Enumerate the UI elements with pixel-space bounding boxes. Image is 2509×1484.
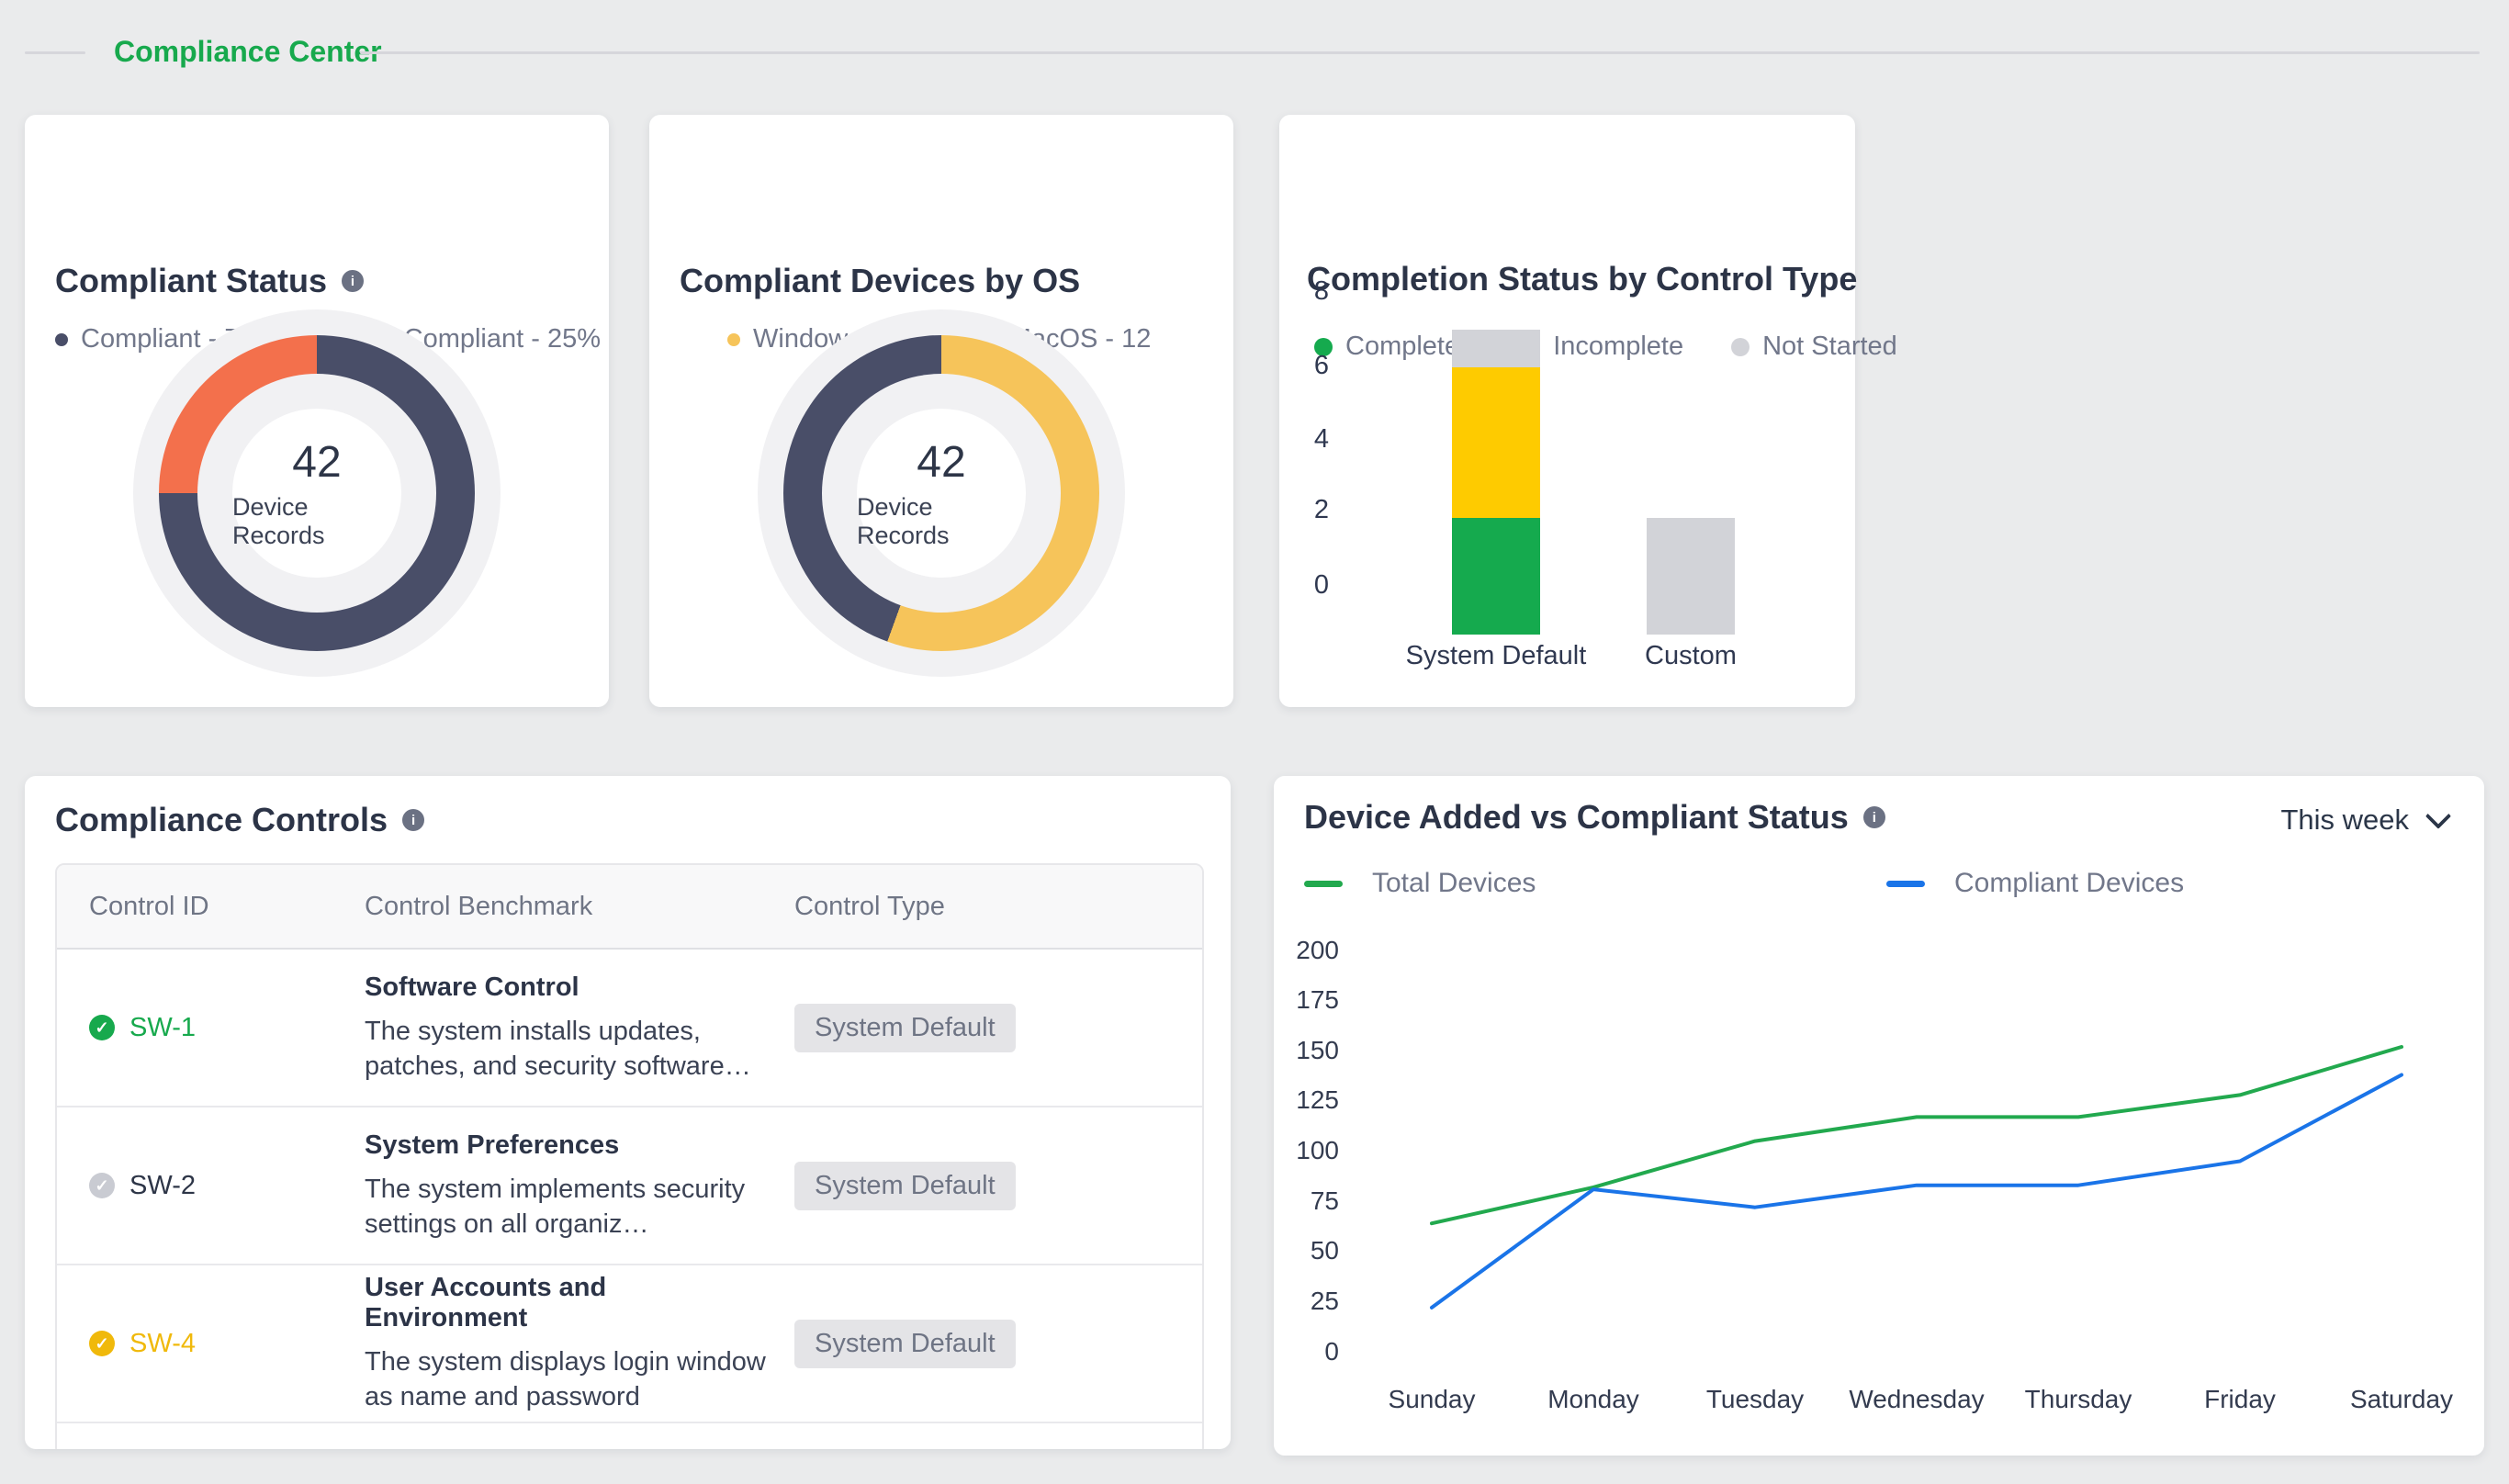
devices-by-os-title: Compliant Devices by OS bbox=[680, 262, 1081, 299]
device-records-caption: Device Records bbox=[857, 492, 950, 549]
compliance-controls-card: Compliance Controls i Control ID Control… bbox=[25, 776, 1231, 1449]
status-check-icon: ✓ bbox=[89, 1173, 115, 1198]
info-icon[interactable]: i bbox=[1862, 806, 1885, 828]
legend-item-not-started[interactable]: Not Started bbox=[1731, 332, 1897, 362]
benchmark-title: User Accounts and Environment bbox=[365, 1273, 607, 1332]
bar-segment bbox=[1452, 330, 1540, 367]
compliance-controls-title: Compliance Controls bbox=[55, 801, 388, 838]
device-added-title: Device Added vs Compliant Status bbox=[1304, 798, 1849, 836]
legend-item-incomplete[interactable]: Incomplete bbox=[1522, 332, 1683, 362]
x-tick: Monday bbox=[1547, 1385, 1639, 1413]
page-title: Compliance Center bbox=[114, 35, 382, 68]
benchmark-description: The system displays login window as name… bbox=[365, 1347, 766, 1411]
legend-item-total-devices[interactable]: Total Devices bbox=[1304, 868, 1536, 899]
time-range-selector[interactable]: This week bbox=[2280, 803, 2452, 837]
bar-segment bbox=[1452, 518, 1540, 635]
bar-custom bbox=[1647, 518, 1735, 635]
device-added-card: Device Added vs Compliant Status i This … bbox=[1274, 776, 2484, 1456]
device-records-count: 42 bbox=[917, 437, 966, 487]
line-series bbox=[1430, 1045, 2403, 1226]
donut-center: 42 Device Records bbox=[232, 409, 401, 578]
status-check-icon: ✓ bbox=[89, 1331, 115, 1356]
control-id: SW-4 bbox=[129, 1328, 196, 1358]
legend-item-compliant-devices[interactable]: Compliant Devices bbox=[1886, 868, 2184, 899]
benchmark-title: System Preferences bbox=[365, 1130, 620, 1160]
column-header-control-id: Control ID bbox=[89, 891, 209, 921]
column-header-control-benchmark: Control Benchmark bbox=[365, 891, 593, 921]
table-row[interactable]: ✓ SW-4 User Accounts and Environment The… bbox=[57, 1265, 1202, 1423]
legend-dot bbox=[55, 332, 68, 346]
completion-status-title: Completion Status by Control Type bbox=[1307, 260, 1858, 298]
time-range-label: This week bbox=[2280, 804, 2409, 836]
control-id: SW-2 bbox=[129, 1170, 196, 1200]
table-header-row: Control ID Control Benchmark Control Typ… bbox=[57, 865, 1202, 950]
header-divider-right bbox=[360, 51, 2480, 54]
y-tick: 175 bbox=[1296, 985, 1339, 1014]
x-tick: Tuesday bbox=[1705, 1385, 1805, 1413]
y-tick: 8 bbox=[1313, 276, 1329, 306]
status-check-icon: ✓ bbox=[89, 1015, 115, 1040]
control-type-badge: System Default bbox=[794, 1319, 1016, 1368]
table-row[interactable]: ✓ SW-2 System Preferences The system imp… bbox=[57, 1107, 1202, 1265]
line-series bbox=[1430, 1073, 2403, 1310]
device-records-count: 42 bbox=[292, 437, 342, 487]
legend-dot bbox=[727, 332, 740, 346]
control-type-badge: System Default bbox=[794, 1161, 1016, 1210]
benchmark-description: The system installs updates, patches, an… bbox=[365, 1016, 751, 1081]
x-tick: Saturday bbox=[2349, 1385, 2454, 1413]
compliant-status-title: Compliant Status bbox=[55, 262, 328, 299]
legend-dot bbox=[1314, 337, 1333, 356]
y-tick: 0 bbox=[1313, 570, 1329, 600]
y-tick: 100 bbox=[1296, 1136, 1339, 1164]
control-id: SW-1 bbox=[129, 1012, 196, 1042]
y-tick: 75 bbox=[1310, 1186, 1339, 1215]
legend-dash bbox=[1304, 880, 1343, 887]
x-category-custom: Custom bbox=[1645, 641, 1737, 670]
legend-dash bbox=[1886, 880, 1925, 887]
y-tick: 200 bbox=[1296, 936, 1339, 964]
x-tick: Wednesday bbox=[1849, 1385, 1985, 1413]
info-icon[interactable]: i bbox=[402, 809, 425, 831]
bar-segment bbox=[1647, 518, 1735, 635]
devices-by-os-card: Compliant Devices by OS Windows - 15 Mac… bbox=[649, 115, 1233, 707]
completion-status-card: Completion Status by Control Type Comple… bbox=[1279, 115, 1897, 707]
y-tick: 25 bbox=[1310, 1287, 1339, 1315]
legend-item-completed[interactable]: Completed bbox=[1314, 332, 1474, 362]
table-row-clipped bbox=[57, 1423, 1202, 1449]
legend-dot bbox=[1731, 337, 1750, 356]
chevron-down-icon bbox=[2425, 803, 2452, 829]
completion-status-legend: Completed Incomplete Not Started bbox=[1314, 332, 1897, 362]
benchmark-title: Software Control bbox=[365, 972, 579, 1002]
line-chart bbox=[1430, 1045, 2403, 1310]
benchmark-description: The system implements security settings … bbox=[365, 1174, 746, 1239]
donut-center: 42 Device Records bbox=[857, 409, 1026, 578]
bar-system-default bbox=[1452, 330, 1540, 635]
y-tick: 4 bbox=[1313, 424, 1329, 454]
control-type-badge: System Default bbox=[794, 1003, 1016, 1052]
x-category-system-default: System Default bbox=[1405, 641, 1587, 670]
x-tick: Sunday bbox=[1388, 1385, 1476, 1413]
y-tick: 125 bbox=[1296, 1085, 1339, 1114]
y-tick: 0 bbox=[1324, 1337, 1339, 1366]
compliant-status-donut-chart: 42 Device Records bbox=[133, 309, 501, 677]
y-tick: 50 bbox=[1310, 1236, 1339, 1265]
info-icon[interactable]: i bbox=[342, 270, 365, 292]
devices-by-os-donut-chart: 42 Device Records bbox=[758, 309, 1125, 677]
bar-segment bbox=[1452, 367, 1540, 518]
y-tick: 150 bbox=[1296, 1036, 1339, 1064]
header-divider-left bbox=[25, 51, 85, 54]
x-tick: Thursday bbox=[2024, 1385, 2132, 1413]
x-tick: Friday bbox=[2204, 1385, 2276, 1413]
y-tick: 2 bbox=[1313, 495, 1329, 524]
compliant-status-card: Compliant Status i Compliant - 75% Non C… bbox=[25, 115, 609, 707]
column-header-control-type: Control Type bbox=[794, 891, 945, 921]
compliance-controls-table: Control ID Control Benchmark Control Typ… bbox=[55, 863, 1204, 1449]
y-tick: 6 bbox=[1313, 351, 1329, 380]
table-row[interactable]: ✓ SW-1 Software Control The system insta… bbox=[57, 950, 1202, 1107]
device-records-caption: Device Records bbox=[232, 492, 325, 549]
